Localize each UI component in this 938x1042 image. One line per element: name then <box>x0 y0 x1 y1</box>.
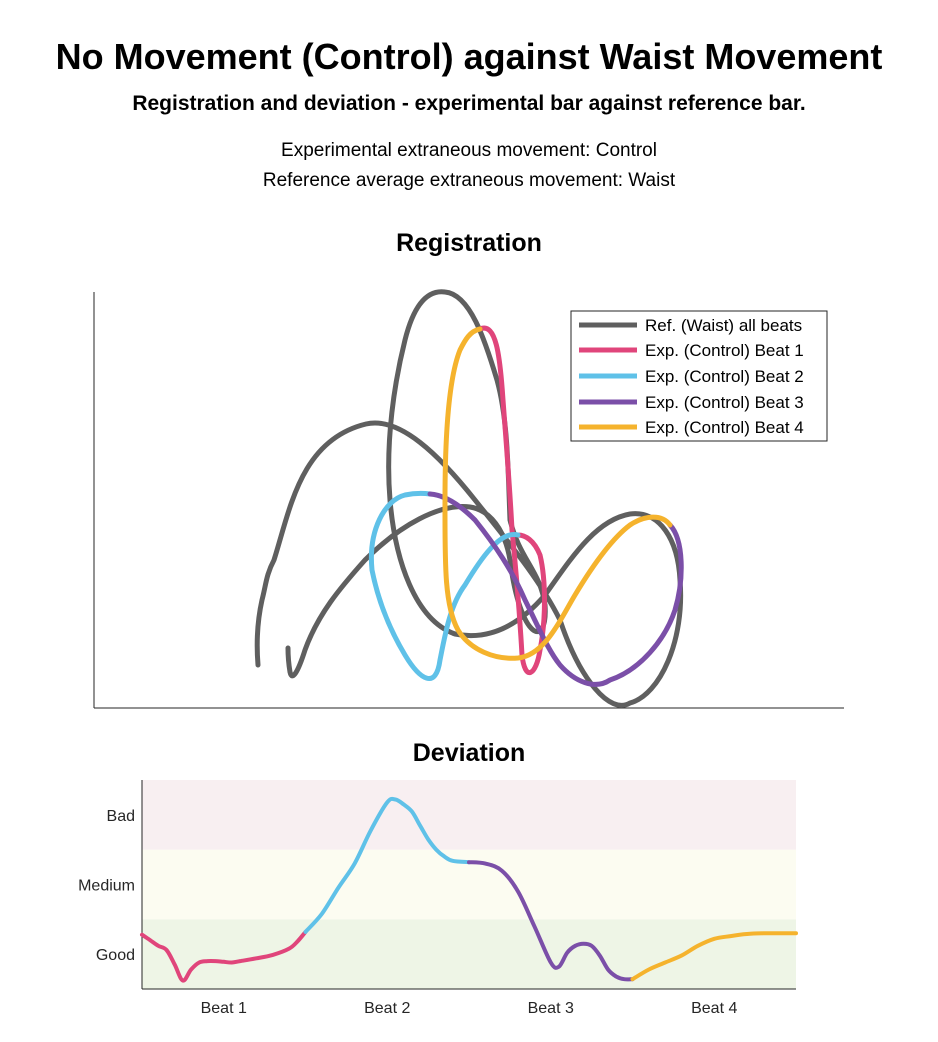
exp-beat1-trajectory <box>477 325 547 676</box>
deviation-bands <box>142 780 796 989</box>
x-tick-label: Beat 2 <box>364 1000 410 1017</box>
legend-item-beat3: Exp. (Control) Beat 3 <box>579 393 804 412</box>
band-medium <box>142 849 796 920</box>
info-experimental: Experimental extraneous movement: Contro… <box>281 140 657 161</box>
info-reference: Reference average extraneous movement: W… <box>262 170 676 191</box>
registration-legend: Ref. (Waist) all beats Exp. (Control) Be… <box>570 310 828 442</box>
band-bad <box>142 780 796 850</box>
x-tick-label: Beat 3 <box>528 1000 574 1017</box>
legend-item-beat2: Exp. (Control) Beat 2 <box>579 367 804 386</box>
registration-title: Registration <box>396 229 542 257</box>
deviation-lines <box>140 796 798 983</box>
deviation-line-beat3 <box>467 860 635 982</box>
exp-beat3-trajectory <box>427 491 684 687</box>
page-title: No Movement (Control) against Waist Move… <box>55 36 883 77</box>
ref-waist-trajectory <box>254 289 684 708</box>
legend-label-beat2: Exp. (Control) Beat 2 <box>645 367 804 386</box>
band-good <box>142 919 796 989</box>
legend-label-ref: Ref. (Waist) all beats <box>645 316 802 335</box>
deviation-chart: Deviation Beat 1 Beat 2 Beat 3 Beat 4 Good M… <box>78 739 798 1017</box>
registration-chart: Registration Ref. (Waist) all beats <box>93 229 844 709</box>
deviation-x-ticks: Beat 1 Beat 2 Beat 3 Beat 4 <box>201 1000 738 1017</box>
deviation-line-beat4 <box>630 931 798 982</box>
deviation-title: Deviation <box>413 739 526 767</box>
page-subtitle: Registration and deviation - experimenta… <box>132 92 806 115</box>
y-tick-label: Bad <box>107 808 135 825</box>
exp-beat4-trajectory <box>442 326 673 661</box>
legend-item-ref: Ref. (Waist) all beats <box>579 316 802 335</box>
legend-label-beat3: Exp. (Control) Beat 3 <box>645 393 804 412</box>
deviation-line-beat1 <box>140 929 308 983</box>
x-tick-label: Beat 4 <box>691 1000 737 1017</box>
exp-beat2-trajectory <box>368 490 521 681</box>
x-tick-label: Beat 1 <box>201 1000 247 1017</box>
legend-label-beat4: Exp. (Control) Beat 4 <box>645 418 804 437</box>
y-tick-label: Medium <box>78 878 135 895</box>
deviation-line-beat2 <box>303 796 471 934</box>
y-tick-label: Good <box>96 947 135 964</box>
deviation-y-ticks: Good Medium Bad <box>78 808 135 964</box>
legend-label-beat1: Exp. (Control) Beat 1 <box>645 341 804 360</box>
legend-item-beat4: Exp. (Control) Beat 4 <box>579 418 804 437</box>
legend-item-beat1: Exp. (Control) Beat 1 <box>579 341 804 360</box>
